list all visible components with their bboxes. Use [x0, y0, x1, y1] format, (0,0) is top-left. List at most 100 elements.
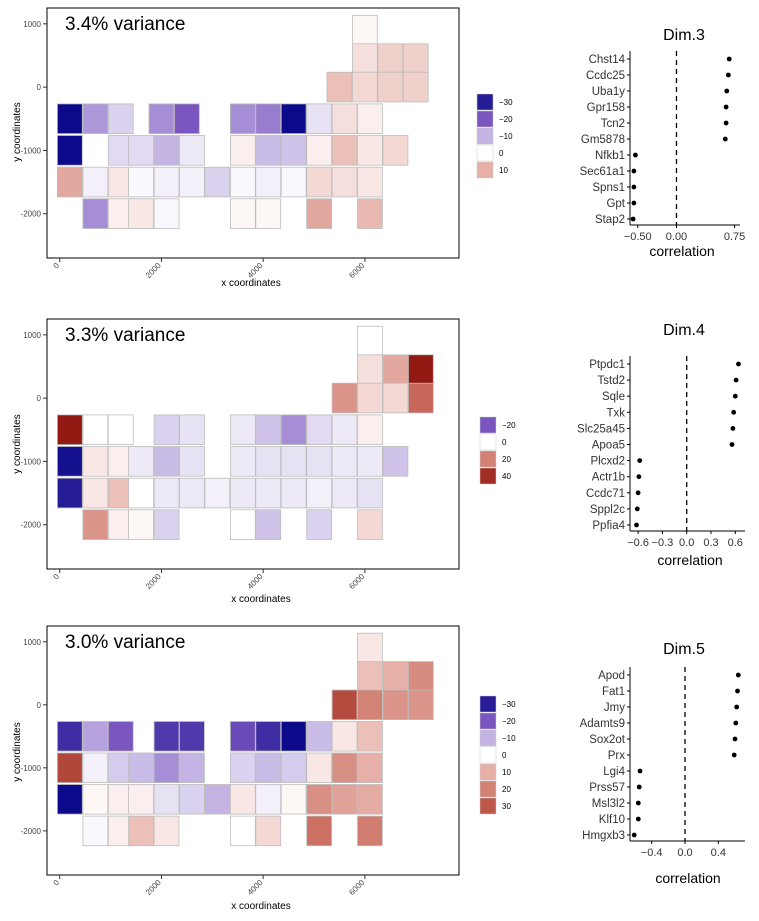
- legend-label: 0: [502, 751, 507, 760]
- heatmap-cell: [357, 721, 383, 752]
- heatmap-cell: [255, 135, 282, 166]
- heatmap-cell: [179, 784, 205, 815]
- y-tick-label: 0: [37, 394, 42, 403]
- heatmap-cell: [128, 784, 154, 815]
- heatmap-cell: [82, 752, 109, 784]
- heatmap-cell: [153, 414, 180, 445]
- legend-swatch: [479, 695, 497, 713]
- heatmap-cell: [57, 135, 83, 166]
- heatmap-cell: [153, 721, 180, 752]
- data-point: [736, 361, 741, 367]
- data-point: [637, 458, 643, 463]
- data-point: [631, 168, 637, 174]
- gene-label: Gm5878: [581, 134, 625, 146]
- heatmap-cell: [107, 414, 134, 445]
- heatmap-cell: [357, 689, 383, 721]
- gene-label: Lgi4: [603, 766, 625, 778]
- gene-label: Ptpdc1: [589, 359, 625, 371]
- legend-swatch: [476, 93, 494, 111]
- gene-label: Fat1: [602, 686, 625, 698]
- heatmap-cell: [331, 721, 358, 752]
- heatmap-cell: [357, 414, 383, 445]
- x-tick-label: 6000: [347, 261, 366, 280]
- heatmap-cell: [280, 103, 307, 135]
- heatmap-cell: [229, 477, 256, 509]
- heatmap-cell: [331, 414, 358, 445]
- heatmap-cell: [382, 689, 409, 721]
- heatmap-cell: [357, 446, 383, 477]
- y-tick-label: -2000: [21, 210, 42, 219]
- data-point: [734, 704, 740, 710]
- x-tick-label: 0.75: [724, 231, 745, 243]
- heatmap-cell: [306, 509, 333, 540]
- legend-label: 0: [499, 149, 504, 158]
- heatmap-cell: [357, 752, 383, 784]
- legend-swatch: [479, 746, 497, 764]
- x-tick-label: 6000: [347, 878, 366, 897]
- legend-swatch: [476, 144, 494, 162]
- data-point: [723, 104, 729, 110]
- legend-label: −20: [502, 717, 516, 726]
- heatmap-cell: [357, 477, 383, 509]
- legend-swatch: [479, 450, 497, 468]
- data-point: [634, 522, 639, 528]
- heatmap-cell: [128, 166, 154, 198]
- heatmap-cell: [255, 414, 282, 445]
- heatmap-cell: [382, 382, 409, 414]
- heatmap-cell: [357, 815, 383, 847]
- gene-label: Gpr158: [587, 102, 625, 114]
- x-tick-label: 0: [52, 572, 62, 582]
- gene-label: Apod: [598, 670, 625, 682]
- heatmap-cell: [280, 414, 307, 445]
- heatmap-cell: [128, 446, 154, 477]
- data-point: [729, 442, 735, 447]
- heatmap-cell: [82, 509, 109, 540]
- heatmap-cell: [128, 198, 154, 229]
- heatmap-cell: [57, 166, 83, 198]
- legend-swatch: [479, 763, 497, 781]
- heatmap-cell: [255, 103, 282, 135]
- correlation-panel-2: Dim.4 Ptpdc1 Tstd2 Sqle Txk Slc25a45 Apoa5 Plcx…: [577, 322, 745, 568]
- legend-label: −20: [502, 421, 516, 430]
- heatmap-cell: [280, 135, 307, 166]
- gene-label: Tstd2: [598, 375, 626, 387]
- heatmap-cell: [280, 166, 307, 198]
- heatmap-cell: [306, 135, 333, 166]
- x-axis-label: x coordinates: [231, 901, 290, 912]
- heatmap-cell: [82, 477, 109, 509]
- data-point: [731, 752, 737, 758]
- x-tick-label: 2000: [144, 261, 163, 280]
- heatmap-cell: [382, 661, 409, 692]
- heatmap-cell: [153, 477, 180, 509]
- heatmap-cell: [351, 43, 378, 74]
- x-tick-label: 0.3: [703, 537, 718, 549]
- heatmap-cell: [57, 784, 83, 815]
- correlation-panel-3: Dim.5 Apod Fat1 Jmy Adamts9 Sox2ot Prx Lgi4 Prss…: [580, 641, 745, 886]
- heatmap-cell: [255, 446, 282, 477]
- heatmap-cell: [229, 135, 256, 166]
- legend-label: −10: [502, 734, 516, 743]
- legend-label: −20: [499, 115, 513, 124]
- legend-swatch: [476, 110, 494, 128]
- heatmap-cell: [179, 135, 205, 166]
- data-point: [726, 56, 732, 62]
- heatmap-cell: [331, 446, 358, 477]
- heatmap-cell: [407, 689, 434, 721]
- data-point: [732, 393, 738, 399]
- legend-swatch: [479, 729, 497, 747]
- panel-title: Dim.3: [663, 27, 705, 44]
- x-tick-label: 0.00: [666, 231, 687, 243]
- heatmap-cell: [107, 721, 134, 752]
- data-point: [733, 720, 739, 726]
- heatmap-cell: [402, 43, 429, 74]
- heatmap-cell: [407, 382, 434, 414]
- gene-label: Sox2ot: [589, 734, 626, 746]
- heatmap-cell: [280, 721, 307, 752]
- legend-swatch: [479, 780, 497, 798]
- data-point: [630, 216, 636, 222]
- gene-label: Plcxd2: [590, 456, 625, 468]
- x-tick-label: −0.3: [652, 537, 674, 549]
- heatmap-cell: [255, 198, 282, 229]
- heatmap-cell: [229, 509, 256, 540]
- x-tick-label: 0: [52, 878, 62, 888]
